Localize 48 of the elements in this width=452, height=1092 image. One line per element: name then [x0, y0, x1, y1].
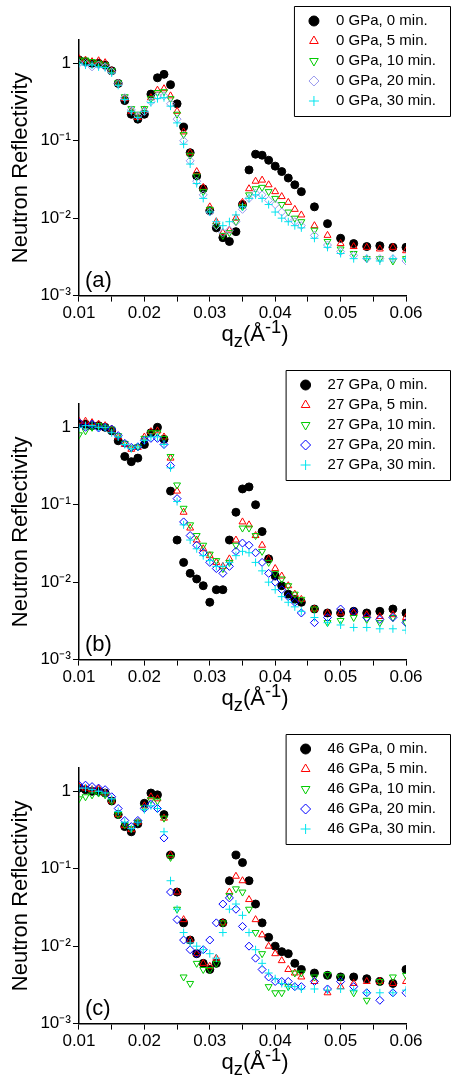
y-tick-label: 10⁻¹ [40, 130, 72, 150]
y-axis-title: Neutron Reflectivity [7, 72, 33, 264]
legend-label: 27 GPa, 5 min. [327, 395, 428, 413]
annotation: (c) [84, 994, 111, 1020]
y-axis-title: Neutron Reflectivity [7, 436, 33, 628]
legend-label: 0 GPa, 5 min. [335, 31, 428, 49]
legend-label: 0 GPa, 10 min. [335, 51, 437, 69]
x-tick-label: 0.06 [389, 1031, 423, 1051]
x-tick-label: 0.05 [324, 667, 358, 687]
legend-label: 27 GPa, 30 min. [327, 455, 437, 473]
x-tick-label: 0.03 [193, 667, 227, 687]
x-tick-label: 0.05 [324, 303, 358, 323]
annotation: (a) [84, 266, 112, 292]
y-tick-label: 1 [61, 417, 71, 436]
x-tick-label: 0.01 [62, 1031, 96, 1051]
legend-label: 46 GPa, 10 min. [327, 779, 437, 797]
y-tick-label: 10⁻¹ [40, 858, 72, 878]
x-tick-label: 0.03 [193, 1031, 227, 1051]
y-tick-label: 10⁻² [40, 935, 72, 955]
y-axis-title: Neutron Reflectivity [7, 800, 33, 992]
y-tick-label: 10⁻¹ [40, 494, 72, 514]
legend-label: 0 GPa, 30 min. [335, 91, 437, 109]
legend-label: 27 GPa, 0 min. [327, 375, 428, 393]
x-tick-label: 0.02 [127, 1031, 161, 1051]
legend-label: 46 GPa, 20 min. [327, 799, 437, 817]
legend-label: 0 GPa, 0 min. [335, 11, 428, 29]
legend-label: 27 GPa, 10 min. [327, 415, 437, 433]
y-tick-label: 1 [61, 53, 71, 72]
y-tick-label: 10⁻³ [40, 649, 72, 669]
legend-label: 27 GPa, 20 min. [327, 435, 437, 453]
legend-label: 0 GPa, 20 min. [335, 71, 437, 89]
x-tick-label: 0.05 [324, 1031, 358, 1051]
y-tick-label: 10⁻² [40, 571, 72, 591]
y-tick-label: 10⁻³ [40, 285, 72, 305]
x-tick-label: 0.02 [127, 303, 161, 323]
x-tick-label: 0.06 [389, 667, 423, 687]
y-tick-label: 1 [61, 781, 71, 800]
x-tick-label: 0.01 [62, 303, 96, 323]
annotation: (b) [84, 630, 112, 656]
y-tick-label: 10⁻³ [40, 1013, 72, 1033]
x-tick-label: 0.02 [127, 667, 161, 687]
y-tick-label: 10⁻² [40, 207, 72, 227]
x-tick-label: 0.01 [62, 667, 96, 687]
legend-label: 46 GPa, 5 min. [327, 759, 428, 777]
legend-label: 46 GPa, 0 min. [327, 739, 428, 757]
legend-label: 46 GPa, 30 min. [327, 819, 437, 837]
x-tick-label: 0.06 [389, 303, 423, 323]
x-tick-label: 0.03 [193, 303, 227, 323]
